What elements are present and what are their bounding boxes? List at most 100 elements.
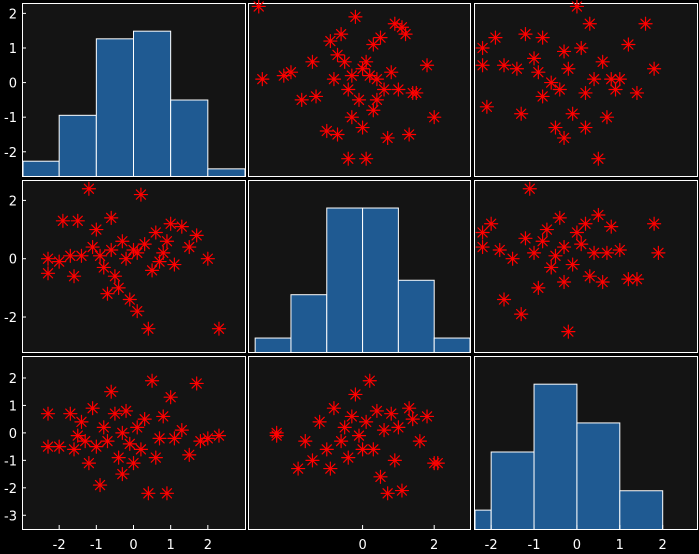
asterisk-marker: [362, 68, 377, 83]
asterisk-marker: [348, 9, 363, 24]
asterisk-marker: [66, 442, 82, 457]
asterisk-marker: [130, 304, 145, 319]
asterisk-marker: [526, 245, 542, 260]
asterisk-marker: [323, 461, 338, 476]
asterisk-marker: [376, 82, 392, 97]
asterisk-marker: [578, 216, 593, 231]
histogram-bar: [362, 207, 399, 353]
asterisk-marker: [92, 248, 108, 263]
asterisk-marker: [174, 219, 189, 234]
asterisk-marker: [402, 127, 417, 142]
asterisk-marker: [569, 0, 585, 14]
asterisk-marker: [621, 37, 636, 52]
asterisk-marker: [591, 207, 606, 223]
asterisk-marker: [115, 425, 130, 440]
histogram-bar: [170, 99, 209, 177]
asterisk-marker: [586, 72, 602, 87]
asterisk-marker: [351, 92, 367, 107]
asterisk-marker: [612, 72, 627, 87]
asterisk-marker: [294, 92, 309, 107]
asterisk-marker: [359, 414, 374, 430]
asterisk-marker: [78, 434, 93, 449]
y-tick-label: -3: [4, 509, 17, 524]
asterisk-marker: [152, 431, 167, 446]
asterisk-marker: [305, 453, 320, 468]
asterisk-marker: [182, 239, 197, 255]
asterisk-marker: [391, 82, 406, 97]
y-tick-label: 2: [9, 372, 17, 387]
asterisk-marker: [548, 120, 563, 135]
histogram-r2-c2: [474, 383, 664, 531]
asterisk-marker: [548, 248, 563, 263]
asterisk-marker: [394, 20, 410, 35]
asterisk-marker: [488, 30, 503, 45]
asterisk-marker: [308, 89, 324, 104]
asterisk-marker: [647, 216, 662, 231]
histogram-bar: [619, 490, 664, 530]
asterisk-marker: [159, 486, 175, 501]
asterisk-marker: [604, 219, 619, 234]
asterisk-marker: [479, 99, 494, 114]
asterisk-marker: [156, 245, 171, 260]
asterisk-marker: [89, 439, 104, 454]
asterisk-marker: [359, 54, 374, 69]
asterisk-marker: [398, 27, 413, 42]
scatter-r1-c0: [40, 181, 227, 336]
asterisk-marker: [126, 455, 141, 471]
asterisk-marker: [159, 234, 175, 249]
asterisk-marker: [348, 387, 363, 402]
asterisk-marker: [85, 239, 100, 255]
asterisk-marker: [586, 245, 602, 260]
asterisk-marker: [137, 412, 152, 427]
asterisk-marker: [144, 373, 160, 388]
asterisk-marker: [70, 213, 85, 228]
asterisk-marker: [380, 130, 395, 146]
asterisk-marker: [638, 16, 653, 31]
asterisk-marker: [535, 234, 550, 249]
asterisk-marker: [522, 181, 537, 196]
asterisk-marker: [341, 450, 356, 465]
asterisk-marker: [475, 239, 490, 255]
asterisk-marker: [144, 263, 160, 278]
asterisk-marker: [96, 260, 111, 275]
asterisk-marker: [163, 216, 178, 231]
y-tick-label: 2: [9, 7, 17, 22]
asterisk-marker: [402, 401, 417, 416]
asterisk-marker: [341, 82, 356, 97]
asterisk-marker: [200, 251, 215, 266]
asterisk-marker: [505, 251, 520, 266]
asterisk-marker: [595, 54, 610, 69]
asterisk-marker: [167, 431, 182, 446]
asterisk-marker: [582, 269, 597, 284]
asterisk-marker: [141, 486, 156, 501]
asterisk-marker: [85, 401, 100, 416]
x-tick-label: 2: [430, 538, 438, 553]
histogram-bar: [58, 114, 97, 177]
asterisk-marker: [351, 428, 367, 443]
asterisk-marker: [412, 434, 427, 449]
y-tick-label: 0: [9, 77, 17, 92]
panel-r1-c0: [22, 180, 246, 353]
asterisk-marker: [330, 127, 345, 142]
histogram-bar: [576, 422, 621, 531]
panel-r2-c1: [248, 356, 471, 530]
asterisk-marker: [376, 423, 392, 438]
asterisk-marker: [174, 423, 189, 438]
asterisk-marker: [152, 254, 167, 269]
asterisk-marker: [337, 54, 352, 69]
histogram-bar: [22, 160, 60, 177]
asterisk-marker: [341, 151, 356, 166]
asterisk-marker: [130, 245, 145, 260]
scatter-r0-c1: [251, 0, 442, 166]
asterisk-marker: [359, 151, 374, 166]
asterisk-marker: [419, 58, 435, 73]
asterisk-marker: [496, 292, 512, 307]
asterisk-marker: [148, 450, 163, 465]
asterisk-marker: [430, 455, 445, 471]
y-tick-label: 1: [9, 399, 17, 414]
x-tick-label: -1: [528, 538, 541, 553]
asterisk-marker: [104, 242, 119, 258]
histogram-bar: [433, 337, 471, 354]
asterisk-marker: [40, 251, 56, 266]
asterisk-marker: [81, 181, 97, 196]
